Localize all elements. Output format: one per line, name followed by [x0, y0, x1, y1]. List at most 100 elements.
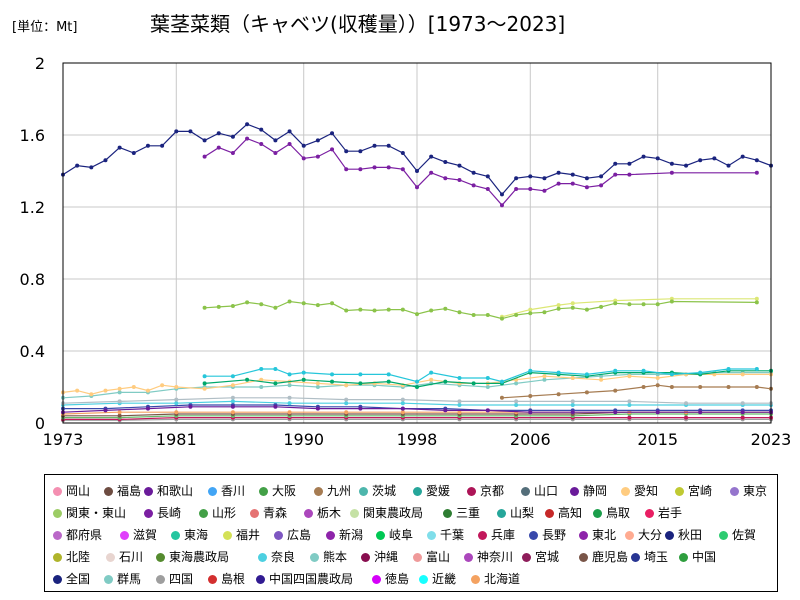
data-point [358, 167, 363, 172]
y-tick-label: 1.6 [20, 126, 45, 145]
legend-label: 近畿 [432, 572, 457, 586]
legend-marker [53, 509, 62, 518]
legend-item: 関東農政局 [350, 505, 423, 521]
data-point [570, 399, 575, 404]
data-point [556, 306, 561, 311]
data-point [655, 302, 660, 307]
data-point [528, 187, 533, 191]
legend-marker [467, 487, 476, 496]
data-point [315, 303, 320, 308]
data-point [641, 368, 646, 373]
legend-marker [256, 575, 265, 584]
data-point [584, 185, 589, 190]
data-point [358, 307, 363, 312]
legend-item: 高知 [545, 505, 582, 521]
data-point [514, 187, 519, 191]
legend-marker [104, 487, 113, 496]
legend-label: 宮城 [535, 550, 560, 564]
legend-label: 静岡 [583, 484, 608, 498]
legend-label: 滋賀 [133, 528, 158, 542]
data-point [429, 308, 434, 313]
data-point [358, 372, 363, 377]
data-point [230, 395, 235, 400]
data-point [528, 410, 533, 415]
legend-label: 岩手 [658, 506, 683, 520]
data-point [245, 377, 250, 382]
data-point [570, 181, 575, 186]
data-point [131, 151, 136, 155]
data-point [230, 410, 235, 415]
legend-label: 鳥取 [606, 506, 631, 520]
data-point [174, 129, 179, 134]
legend-marker [471, 575, 480, 584]
series-関東・東山 [202, 136, 759, 208]
legend-label: 大阪 [272, 484, 297, 498]
legend-item: 徳島 [372, 571, 409, 587]
data-point [457, 376, 462, 380]
data-point [613, 161, 618, 166]
legend-label: 全国 [66, 572, 91, 586]
legend-label: 埼玉 [644, 550, 669, 564]
data-point [415, 312, 419, 317]
legend: 岡山 福島 和歌山 香川 大阪 九州 茨城 愛媛 京都 山口 静岡 愛知 宮崎 東京 関東・東山 長崎 山形 青森… [44, 474, 778, 592]
series-関東(薄) [499, 296, 759, 319]
data-point [514, 176, 519, 181]
data-point [499, 395, 504, 400]
data-point [174, 397, 179, 402]
data-point [684, 401, 689, 406]
data-point [400, 401, 405, 406]
data-point [499, 203, 504, 208]
data-point [117, 145, 122, 150]
data-point [372, 165, 377, 170]
series-茨城 [202, 367, 759, 384]
data-point [117, 386, 122, 391]
legend-item: 山形 [199, 505, 236, 521]
series-line [62, 406, 771, 413]
data-point [273, 367, 278, 371]
data-point [330, 301, 335, 306]
data-point [145, 406, 150, 411]
legend-marker [593, 509, 602, 518]
data-point [216, 145, 221, 150]
data-point [386, 307, 391, 312]
data-point [669, 385, 674, 389]
legend-label: 宮崎 [688, 484, 713, 498]
data-point [400, 406, 405, 411]
x-tick-label: 1981 [156, 430, 197, 449]
data-point [669, 161, 674, 166]
legend-marker [361, 553, 370, 562]
data-point [655, 376, 660, 380]
legend-marker [376, 531, 385, 540]
data-point [400, 167, 405, 172]
data-point [202, 374, 207, 379]
data-point [471, 313, 476, 317]
x-tick-label: 1973 [43, 430, 84, 449]
data-point [740, 415, 745, 420]
x-tick-label: 2023 [751, 430, 792, 449]
series-line [63, 418, 771, 421]
legend-marker [104, 575, 113, 584]
data-point [429, 377, 434, 382]
legend-item: 広島 [274, 527, 311, 543]
data-point [599, 304, 604, 309]
legend-marker [326, 531, 335, 540]
legend-marker [621, 487, 630, 496]
data-point [386, 372, 391, 377]
data-point [273, 151, 278, 155]
legend-label: 東北 [592, 528, 617, 542]
legend-marker [579, 531, 588, 540]
data-point [400, 151, 405, 155]
series-和歌山 [61, 404, 773, 415]
legend-label: 石川 [119, 550, 144, 564]
legend-marker [274, 531, 283, 540]
data-point [287, 410, 292, 415]
legend-marker [259, 487, 268, 496]
legend-item: 鹿児島 [579, 549, 628, 565]
data-point [344, 397, 349, 402]
legend-item: 静岡 [570, 483, 607, 499]
legend-item: 滋賀 [120, 527, 157, 543]
legend-label: 京都 [480, 484, 505, 498]
data-point [174, 410, 179, 415]
data-point [216, 131, 221, 136]
legend-marker [464, 553, 473, 562]
